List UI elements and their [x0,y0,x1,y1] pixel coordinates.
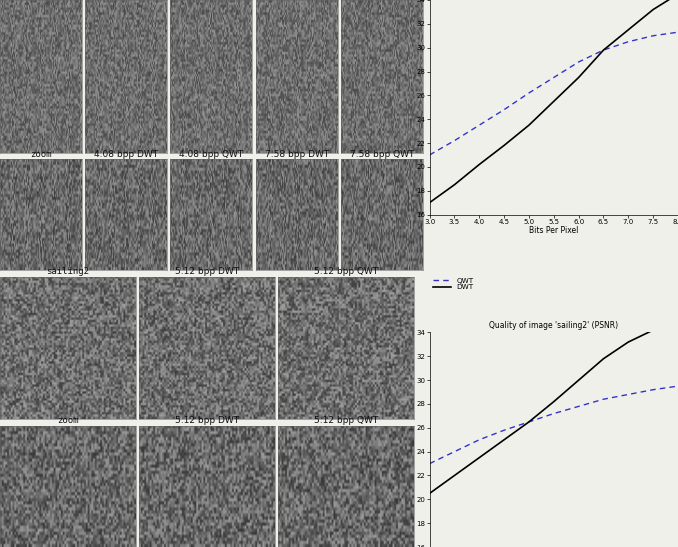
QWT [450,449,458,455]
QWT [674,29,678,36]
Line: DWT: DWT [430,0,678,202]
DWT [450,182,458,188]
Line: QWT: QWT [430,32,678,155]
DWT [574,74,582,81]
Title: 7.58 bpp DWT: 7.58 bpp DWT [264,150,329,159]
QWT [475,437,483,443]
Title: 5.12 bpp DWT: 5.12 bpp DWT [175,416,239,425]
DWT [599,356,607,362]
QWT [550,410,558,417]
Title: 4.08 bpp DWT: 4.08 bpp DWT [94,150,158,159]
QWT [574,403,582,410]
DWT [525,418,533,425]
Title: zoom: zoom [57,416,79,425]
DWT [649,327,657,333]
DWT [574,377,582,383]
QWT [500,106,508,113]
Title: sailing2: sailing2 [46,267,89,276]
DWT [426,490,434,497]
Title: Quality of image 'sailing2' (PSNR): Quality of image 'sailing2' (PSNR) [490,321,618,330]
QWT [674,383,678,389]
QWT [649,32,657,39]
QWT [450,137,458,144]
QWT [500,427,508,433]
DWT [674,319,678,326]
QWT [426,460,434,467]
DWT [550,398,558,405]
Title: zoom: zoom [31,150,52,159]
Line: DWT: DWT [430,323,678,493]
QWT [426,152,434,158]
DWT [599,47,607,54]
DWT [426,199,434,206]
QWT [624,38,633,45]
DWT [649,6,657,13]
QWT [649,386,657,393]
DWT [624,26,633,33]
Title: 7.58 bpp QWT: 7.58 bpp QWT [350,150,414,159]
DWT [450,472,458,479]
Title: 4.08 bpp QWT: 4.08 bpp QWT [179,150,243,159]
QWT [525,90,533,96]
DWT [475,161,483,168]
Title: 5.12 bpp QWT: 5.12 bpp QWT [314,267,378,276]
DWT [550,98,558,104]
Legend: QWT, DWT: QWT, DWT [430,275,477,293]
Line: QWT: QWT [430,386,678,463]
Title: 5.12 bpp DWT: 5.12 bpp DWT [175,267,239,276]
QWT [599,396,607,403]
DWT [624,339,633,345]
QWT [624,391,633,398]
QWT [574,59,582,65]
X-axis label: Bits Per Pixel: Bits Per Pixel [529,226,578,235]
Title: 5.12 bpp QWT: 5.12 bpp QWT [314,416,378,425]
DWT [500,142,508,149]
DWT [475,455,483,461]
QWT [550,74,558,81]
QWT [599,47,607,54]
QWT [525,418,533,425]
DWT [525,122,533,129]
QWT [475,122,483,129]
DWT [500,437,508,443]
